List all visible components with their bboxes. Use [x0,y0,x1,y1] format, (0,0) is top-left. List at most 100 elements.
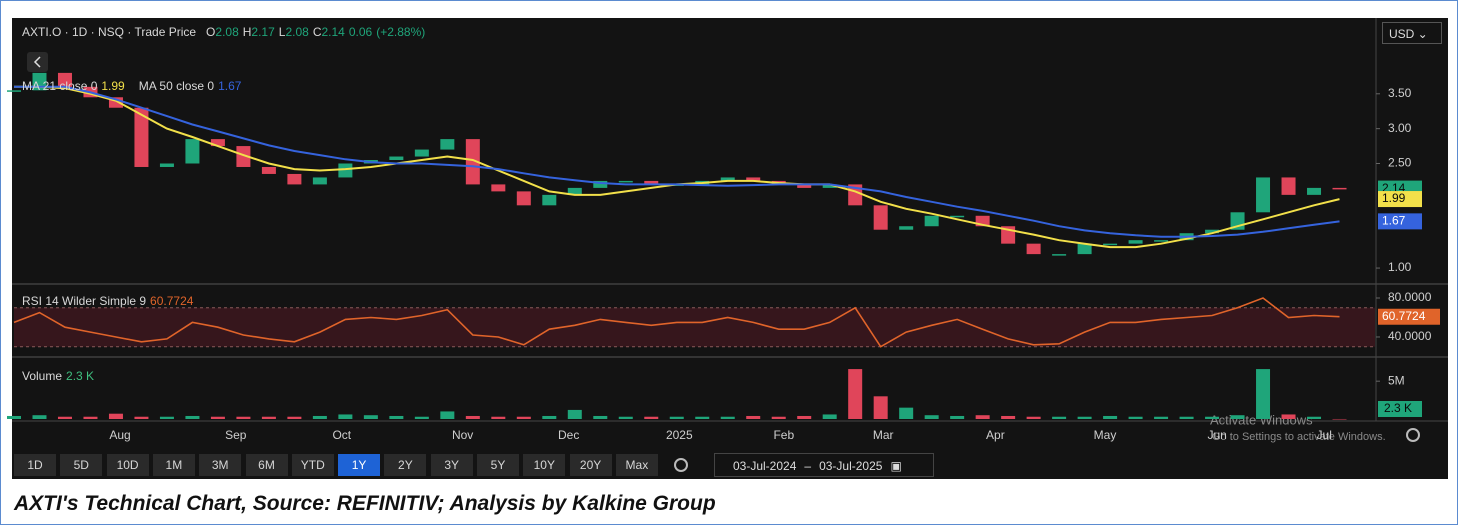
candle-body [1332,187,1347,190]
candle-body [210,139,225,147]
range-button[interactable]: 2Y [384,454,427,476]
candle-body [567,187,582,195]
range-button[interactable]: 1D [14,454,56,476]
ohlc-value: 2.14 [321,25,345,39]
candle-body [185,139,200,164]
volume-bar [1001,415,1016,419]
candle-body [134,107,149,167]
watermark: Go to Settings to activate Windows. [1212,431,1386,443]
volume-bar [797,415,812,419]
range-button[interactable]: 3Y [430,454,473,476]
legend-value: 1.67 [218,79,242,93]
legend-value: 60.7724 [150,294,194,308]
change-percent: (+2.88%) [376,25,426,39]
volume-bar [108,413,123,419]
range-button[interactable]: 5D [60,454,103,476]
volume-bar [1281,414,1296,419]
rsi-band [14,307,1375,347]
volume-bar [1154,416,1169,419]
legend: MA 21 close 0 1.99 MA 50 close 0 1.67 [22,79,251,93]
back-icon [33,56,41,68]
y-tick-label: 2.50 [1388,156,1412,170]
volume-bar [7,415,21,419]
volume-bar [644,416,659,419]
volume-bar [873,396,888,419]
x-tick-label: Sep [225,428,247,442]
legend-name: Volume [22,369,63,383]
y-tick-label: 3.00 [1388,121,1412,135]
settings-icon[interactable] [1406,428,1420,442]
candle-body [1103,243,1118,246]
price-badge-label: 1.99 [1382,191,1406,205]
range-button[interactable]: 6M [245,454,288,476]
volume-bar [720,416,735,419]
range-button[interactable]: 10Y [523,454,566,476]
x-tick-label: Mar [873,428,894,442]
change: 0.06 [348,25,373,39]
volume-bar [287,416,302,419]
candle-body [491,184,506,192]
price-badge [1378,213,1422,230]
range-button[interactable]: 1M [152,454,195,476]
candle-body [312,177,327,185]
volume-bar [848,369,863,419]
candle-body [516,191,531,206]
candle-body [950,215,965,218]
candle-body [542,194,557,206]
settings-icon[interactable] [674,458,688,472]
volume-bar [57,416,72,419]
volume-bar [1256,369,1271,419]
volume-bar [159,416,174,419]
volume-bar [363,415,378,419]
ohlc-label: L [278,25,286,39]
range-button[interactable]: 1Y [338,454,381,476]
volume-bar [516,416,531,419]
range-button[interactable]: Max [615,454,658,476]
candle-body [57,72,72,87]
candle-body [338,163,353,178]
range-button[interactable]: 10D [106,454,149,476]
price-badge [1378,191,1422,208]
volume-bar [389,415,404,419]
candle-body [1281,177,1296,195]
ohlc-label: C [312,25,322,39]
volume-bar [312,415,327,419]
range-button[interactable]: 5Y [477,454,519,476]
volume-bar [975,415,990,419]
volume-bar [924,415,939,419]
volume-bar [1026,416,1041,419]
volume-bar [1332,418,1347,420]
candle-body [389,156,404,161]
chart-title: AXTI.O · 1D · NSQ · Trade Price [22,25,197,39]
range-button[interactable]: 20Y [569,454,612,476]
volume-bar [771,416,786,419]
ohlc-value: 2.08 [285,25,309,39]
x-tick-label: Feb [773,428,794,442]
candle-body [873,205,888,230]
volume-bar [542,415,557,419]
x-tick-label: Apr [986,428,1005,442]
candle-body [644,180,659,185]
x-tick-label: May [1094,428,1117,442]
volume-bar [134,416,149,419]
date-range[interactable]: 03-Jul-2024–03-Jul-2025 ▣ [714,453,934,477]
candle-body [1307,187,1322,195]
candle-body [236,146,251,167]
candle-body [414,149,429,157]
ohlc-value: 2.17 [251,25,275,39]
volume-bar [695,416,710,419]
volume-bar [338,414,353,419]
candle-body [924,215,939,227]
volume-bar [899,407,914,419]
candle-body [1077,243,1092,255]
volume-bar [593,415,608,419]
range-button[interactable]: YTD [291,454,334,476]
range-button[interactable]: 3M [199,454,242,476]
currency-select[interactable]: USD ⌄ [1382,22,1442,44]
back-button[interactable] [27,52,48,72]
y-tick-label: 3.50 [1388,86,1412,100]
volume-bar [1128,416,1143,419]
legend-value: 1.99 [101,79,125,93]
candle-body [618,180,633,183]
